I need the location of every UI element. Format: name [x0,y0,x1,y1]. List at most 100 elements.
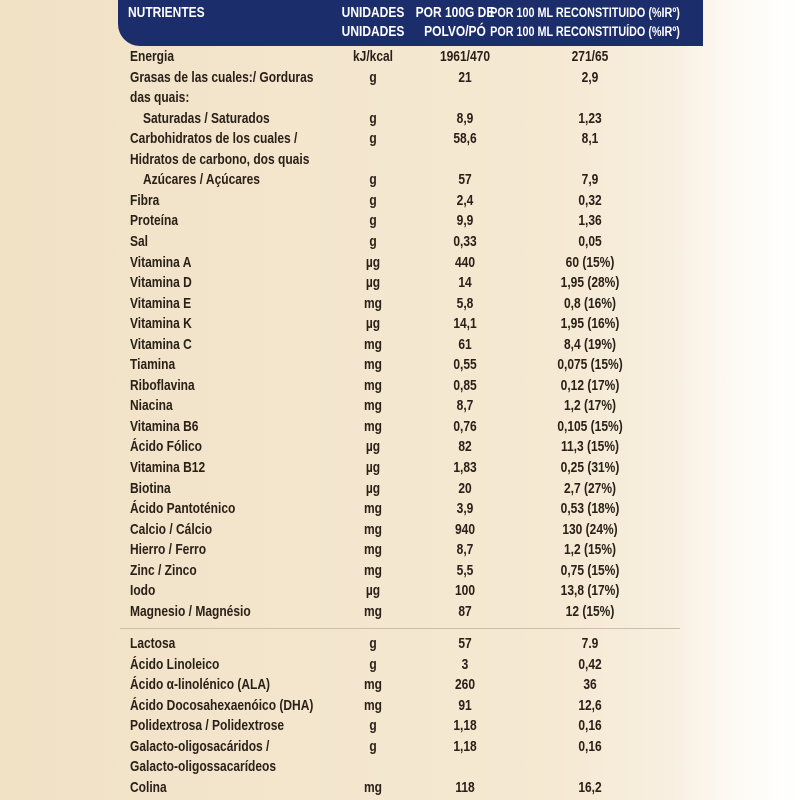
unit: mg [364,778,382,796]
per-100g: 3 [461,655,469,673]
nutrient-name: Riboflavina [130,376,195,394]
per-100ml: 2,9 [581,68,599,86]
per-100g: 8,7 [456,541,474,559]
unit: mg [364,561,382,579]
per-100g: 1961/470 [439,48,491,65]
unit: µg [365,315,381,333]
per-100ml: 11,3 (15%) [560,438,620,456]
per-100ml: 1,2 (15%) [563,541,617,559]
nutrient-name: Lactosa [130,635,176,652]
nutrient-name: Ácido Pantoténico [130,500,236,518]
per-100g: 14,1 [453,315,477,333]
nutrient-name: Vitamina E [130,294,192,312]
unit: g [369,737,377,755]
per-100g: 940 [454,520,476,538]
per-100g: 100 [454,582,476,600]
unit: mg [364,500,382,518]
per-100ml: 2,7 (27%) [563,479,617,497]
unit: kJ/kcal [352,48,394,65]
column-header: UNIDADES [341,23,405,40]
per-100g: 21 [458,68,472,86]
nutrient-name: Tiamina [130,356,176,374]
unit: g [369,130,377,148]
unit: g [369,68,377,86]
per-100g: 82 [458,438,472,456]
per-100g: 91 [458,696,472,714]
nutrient-name: Ácido α-linolénico (ALA) [130,676,271,694]
per-100ml: 1,36 [578,212,602,230]
nutrient-name: Vitamina C [130,335,192,353]
per-100ml: 0,32 [578,191,602,209]
per-100ml: 12 (15%) [565,602,615,620]
unit: g [369,171,377,189]
column-header: UNIDADES [341,4,405,21]
per-100g: 1,18 [453,717,477,735]
per-100g: 8,7 [456,397,474,415]
per-100ml: 60 (15%) [565,253,615,271]
nutrient-name: Iodo [130,582,156,600]
nutrient-name: Fibra [130,191,160,209]
per-100ml: 13,8 (17%) [560,582,620,600]
per-100g: 57 [458,171,472,189]
nutrient-name: das quais: [130,89,190,107]
nutrient-name: Sal [130,232,149,250]
unit: mg [364,602,382,620]
unit: g [369,191,377,209]
per-100g: 14 [458,274,472,292]
nutrient-name: Grasas de las cuales:/ Gorduras [130,68,314,86]
header-title: NUTRIENTES [128,4,205,21]
nutrient-name: Biotina [130,479,171,497]
per-100ml: 1,95 (28%) [560,274,620,292]
unit: mg [364,335,382,353]
header-bar [118,0,703,46]
per-100g: 0,33 [453,232,477,250]
nutrient-name: Ácido Linoleico [130,655,220,673]
unit: mg [364,541,382,559]
unit: µg [365,479,381,497]
nutrient-name: Calcio / Cálcio [130,520,213,538]
unit: µg [365,459,381,476]
per-100ml: 0,05 [578,232,602,250]
nutrient-name: Galacto-oligossacarídeos [130,758,277,776]
nutrient-name: Niacina [130,397,173,415]
unit: g [369,655,377,673]
per-100ml: 8,4 (19%) [563,335,617,353]
unit: µg [365,582,381,600]
nutrient-name: Vitamina K [130,315,192,333]
per-100g: 2,4 [456,191,474,209]
nutrient-name: Saturadas / Saturados [143,109,270,127]
per-100ml: 0,075 (15%) [557,356,623,374]
nutrient-name: Vitamina D [130,274,192,292]
unit: mg [364,294,382,312]
per-100g: 8,9 [456,109,474,127]
nutrient-name: Azúcares / Açúcares [143,171,260,189]
per-100ml: 7.9 [581,635,599,652]
per-100g: 5,8 [456,294,474,312]
per-100ml: 0,75 (15%) [560,561,620,579]
section-separator [120,628,680,629]
per-100g: 0,85 [453,376,477,394]
unit: mg [364,376,382,394]
unit: µg [365,274,381,292]
nutrient-name: Vitamina B6 [130,417,199,435]
column-header: POR 100G DE [415,4,495,21]
nutrient-name: Carbohidratos de los cuales / [130,130,298,148]
unit: µg [365,253,381,271]
unit: g [369,717,377,735]
nutrient-name: Vitamina A [130,253,192,271]
unit: mg [364,696,382,714]
nutrient-name: Ácido Docosahexaenóico (DHA) [130,696,314,714]
nutrient-name: Polidextrosa / Polidextrose [130,717,285,735]
unit: g [369,212,377,230]
per-100ml: 0,16 [578,737,602,755]
per-100g: 0,76 [453,417,477,435]
per-100g: 0,55 [453,356,477,374]
unit: mg [364,520,382,538]
per-100g: 87 [458,602,472,620]
per-100g: 20 [458,479,472,497]
per-100ml: 1,95 (16%) [560,315,620,333]
per-100ml: 1,23 [578,109,602,127]
unit: g [369,635,377,652]
column-header: POLVO/PÓ [424,23,486,40]
nutrient-name: Zinc / Zinco [130,561,197,579]
